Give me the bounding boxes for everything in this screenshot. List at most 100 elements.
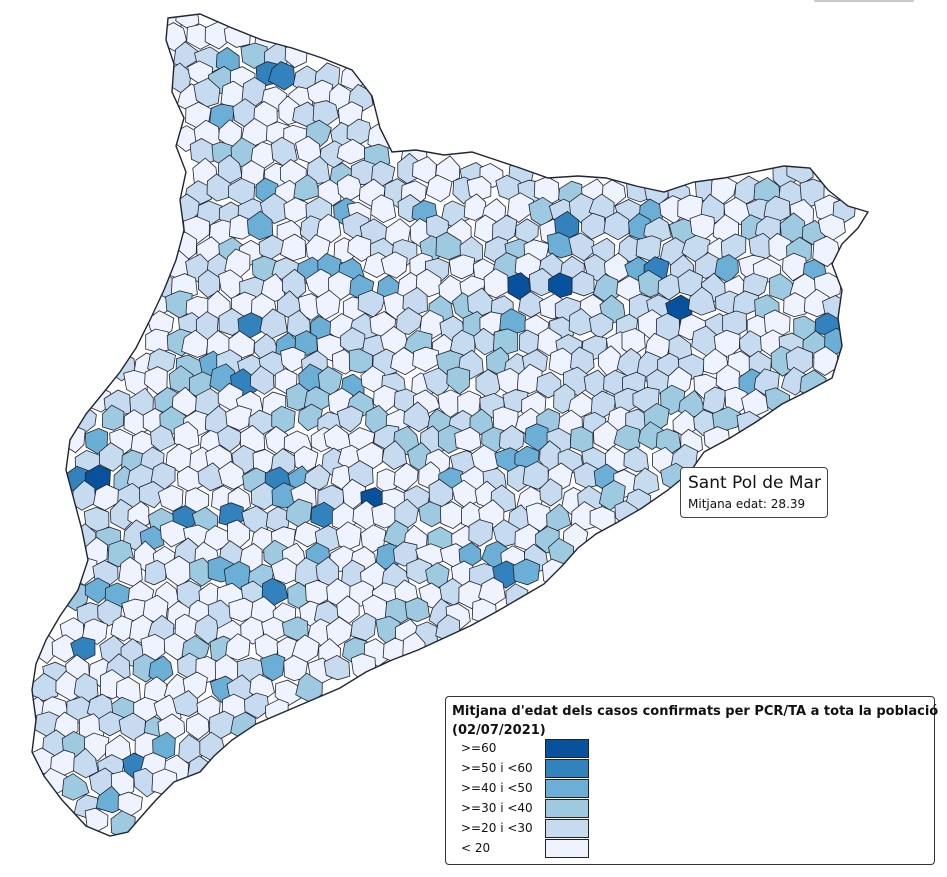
municipality-polygon[interactable] xyxy=(507,192,535,223)
municipality-polygon[interactable] xyxy=(603,211,630,241)
legend-class: >=20 i <30 xyxy=(446,819,934,839)
municipality-polygon[interactable] xyxy=(340,60,367,91)
municipality-polygon[interactable] xyxy=(350,653,377,681)
municipality-polygon[interactable] xyxy=(393,541,418,567)
legend-class-label: >=40 i <50 xyxy=(461,781,533,795)
municipality-polygon[interactable] xyxy=(516,363,543,394)
municipality-polygon[interactable] xyxy=(393,462,419,492)
municipality-polygon[interactable] xyxy=(571,270,595,297)
municipality-polygon[interactable] xyxy=(84,427,109,455)
municipality-polygon[interactable] xyxy=(265,698,289,728)
municipality-polygon[interactable] xyxy=(660,384,686,416)
municipality-polygon[interactable] xyxy=(404,597,431,623)
municipality-polygon[interactable] xyxy=(468,519,494,547)
municipality-polygon[interactable] xyxy=(623,446,649,473)
municipality-polygon[interactable] xyxy=(512,558,541,586)
municipality-polygon[interactable] xyxy=(304,463,331,491)
municipality-polygon[interactable] xyxy=(415,268,442,298)
municipality-polygon[interactable] xyxy=(782,252,808,282)
municipality-polygon[interactable] xyxy=(284,41,308,69)
municipality-polygon[interactable] xyxy=(703,348,729,375)
municipality-polygon[interactable] xyxy=(589,506,616,532)
municipality-polygon[interactable] xyxy=(406,558,434,585)
municipality-polygon[interactable] xyxy=(99,442,125,472)
municipality-polygon[interactable] xyxy=(768,232,793,262)
municipality-polygon[interactable] xyxy=(539,478,563,507)
municipality-polygon[interactable] xyxy=(84,807,109,833)
municipality-polygon[interactable] xyxy=(217,460,246,490)
municipality-polygon[interactable] xyxy=(145,328,170,353)
municipality-polygon[interactable] xyxy=(225,633,251,661)
municipality-polygon[interactable] xyxy=(118,712,146,742)
legend-class: >=30 i <40 xyxy=(446,799,934,819)
municipality-polygon[interactable] xyxy=(172,690,199,717)
municipality-polygon[interactable] xyxy=(803,288,830,318)
municipality-polygon[interactable] xyxy=(144,366,168,395)
municipality-polygon[interactable] xyxy=(283,655,309,682)
municipality-polygon[interactable] xyxy=(159,520,187,548)
municipality-polygon[interactable] xyxy=(280,233,307,262)
municipality-polygon[interactable] xyxy=(537,327,562,357)
municipality-polygon[interactable] xyxy=(225,405,252,431)
municipality-polygon[interactable] xyxy=(246,210,274,241)
municipality-polygon[interactable] xyxy=(336,138,365,165)
municipality-polygon[interactable] xyxy=(281,616,309,641)
municipality-polygon[interactable] xyxy=(267,61,296,91)
municipality-polygon[interactable] xyxy=(381,440,408,471)
municipality-polygon[interactable] xyxy=(218,308,244,336)
municipality-polygon[interactable] xyxy=(84,577,111,604)
municipality-polygon[interactable] xyxy=(463,193,487,221)
municipality-polygon[interactable] xyxy=(61,773,90,801)
municipality-polygon[interactable] xyxy=(185,713,210,741)
municipality-polygon[interactable] xyxy=(350,612,377,642)
municipality-polygon[interactable] xyxy=(294,330,318,356)
legend-swatch xyxy=(545,739,589,758)
municipality-polygon[interactable] xyxy=(244,692,270,719)
municipality-polygon[interactable] xyxy=(60,424,86,454)
municipality-polygon[interactable] xyxy=(336,405,364,433)
municipality-polygon[interactable] xyxy=(736,410,763,438)
municipality-polygon[interactable] xyxy=(483,268,510,299)
municipality-polygon[interactable] xyxy=(157,484,184,512)
municipality-polygon[interactable] xyxy=(370,194,397,224)
municipality-polygon[interactable] xyxy=(102,404,125,431)
municipality-polygon[interactable] xyxy=(435,231,462,261)
municipality-polygon[interactable] xyxy=(687,286,717,316)
municipality-polygon[interactable] xyxy=(73,747,99,779)
municipality-polygon[interactable] xyxy=(144,559,167,586)
municipality-polygon[interactable] xyxy=(522,460,549,490)
municipality-polygon[interactable] xyxy=(613,424,641,451)
municipality-polygon[interactable] xyxy=(380,251,408,279)
municipality-polygon[interactable] xyxy=(109,498,133,531)
municipality-polygon[interactable] xyxy=(348,348,374,374)
municipality-polygon[interactable] xyxy=(293,174,321,201)
municipality-polygon[interactable] xyxy=(347,234,372,262)
municipality-polygon[interactable] xyxy=(297,403,323,432)
municipality-polygon[interactable] xyxy=(425,174,453,203)
municipality-polygon[interactable] xyxy=(293,521,322,548)
legend-date: (02/07/2021) xyxy=(452,723,546,738)
municipality-polygon[interactable] xyxy=(82,618,108,645)
municipality-polygon[interactable] xyxy=(249,365,275,395)
municipality-polygon[interactable] xyxy=(454,426,482,452)
tooltip-municipality-name: Sant Pol de Mar xyxy=(688,473,821,493)
municipality-polygon[interactable] xyxy=(260,653,286,682)
catalonia-border xyxy=(31,13,870,837)
municipality-polygon[interactable] xyxy=(412,156,437,184)
municipality-polygon[interactable] xyxy=(635,235,662,262)
municipality-polygon[interactable] xyxy=(323,654,351,681)
horizontal-scrollbar[interactable] xyxy=(814,0,914,2)
municipality-polygon[interactable] xyxy=(505,583,529,611)
municipality-polygon[interactable] xyxy=(412,346,439,372)
municipality-polygon[interactable] xyxy=(395,307,423,335)
municipality-polygon[interactable] xyxy=(316,213,342,244)
municipality-polygon[interactable] xyxy=(448,254,475,280)
municipality-polygon[interactable] xyxy=(403,401,432,433)
municipality-polygon[interactable] xyxy=(813,346,839,376)
municipality-polygon[interactable] xyxy=(240,42,268,70)
municipality-polygon[interactable] xyxy=(71,479,96,511)
municipality-polygon[interactable] xyxy=(812,235,841,268)
municipality-polygon[interactable] xyxy=(51,634,78,663)
